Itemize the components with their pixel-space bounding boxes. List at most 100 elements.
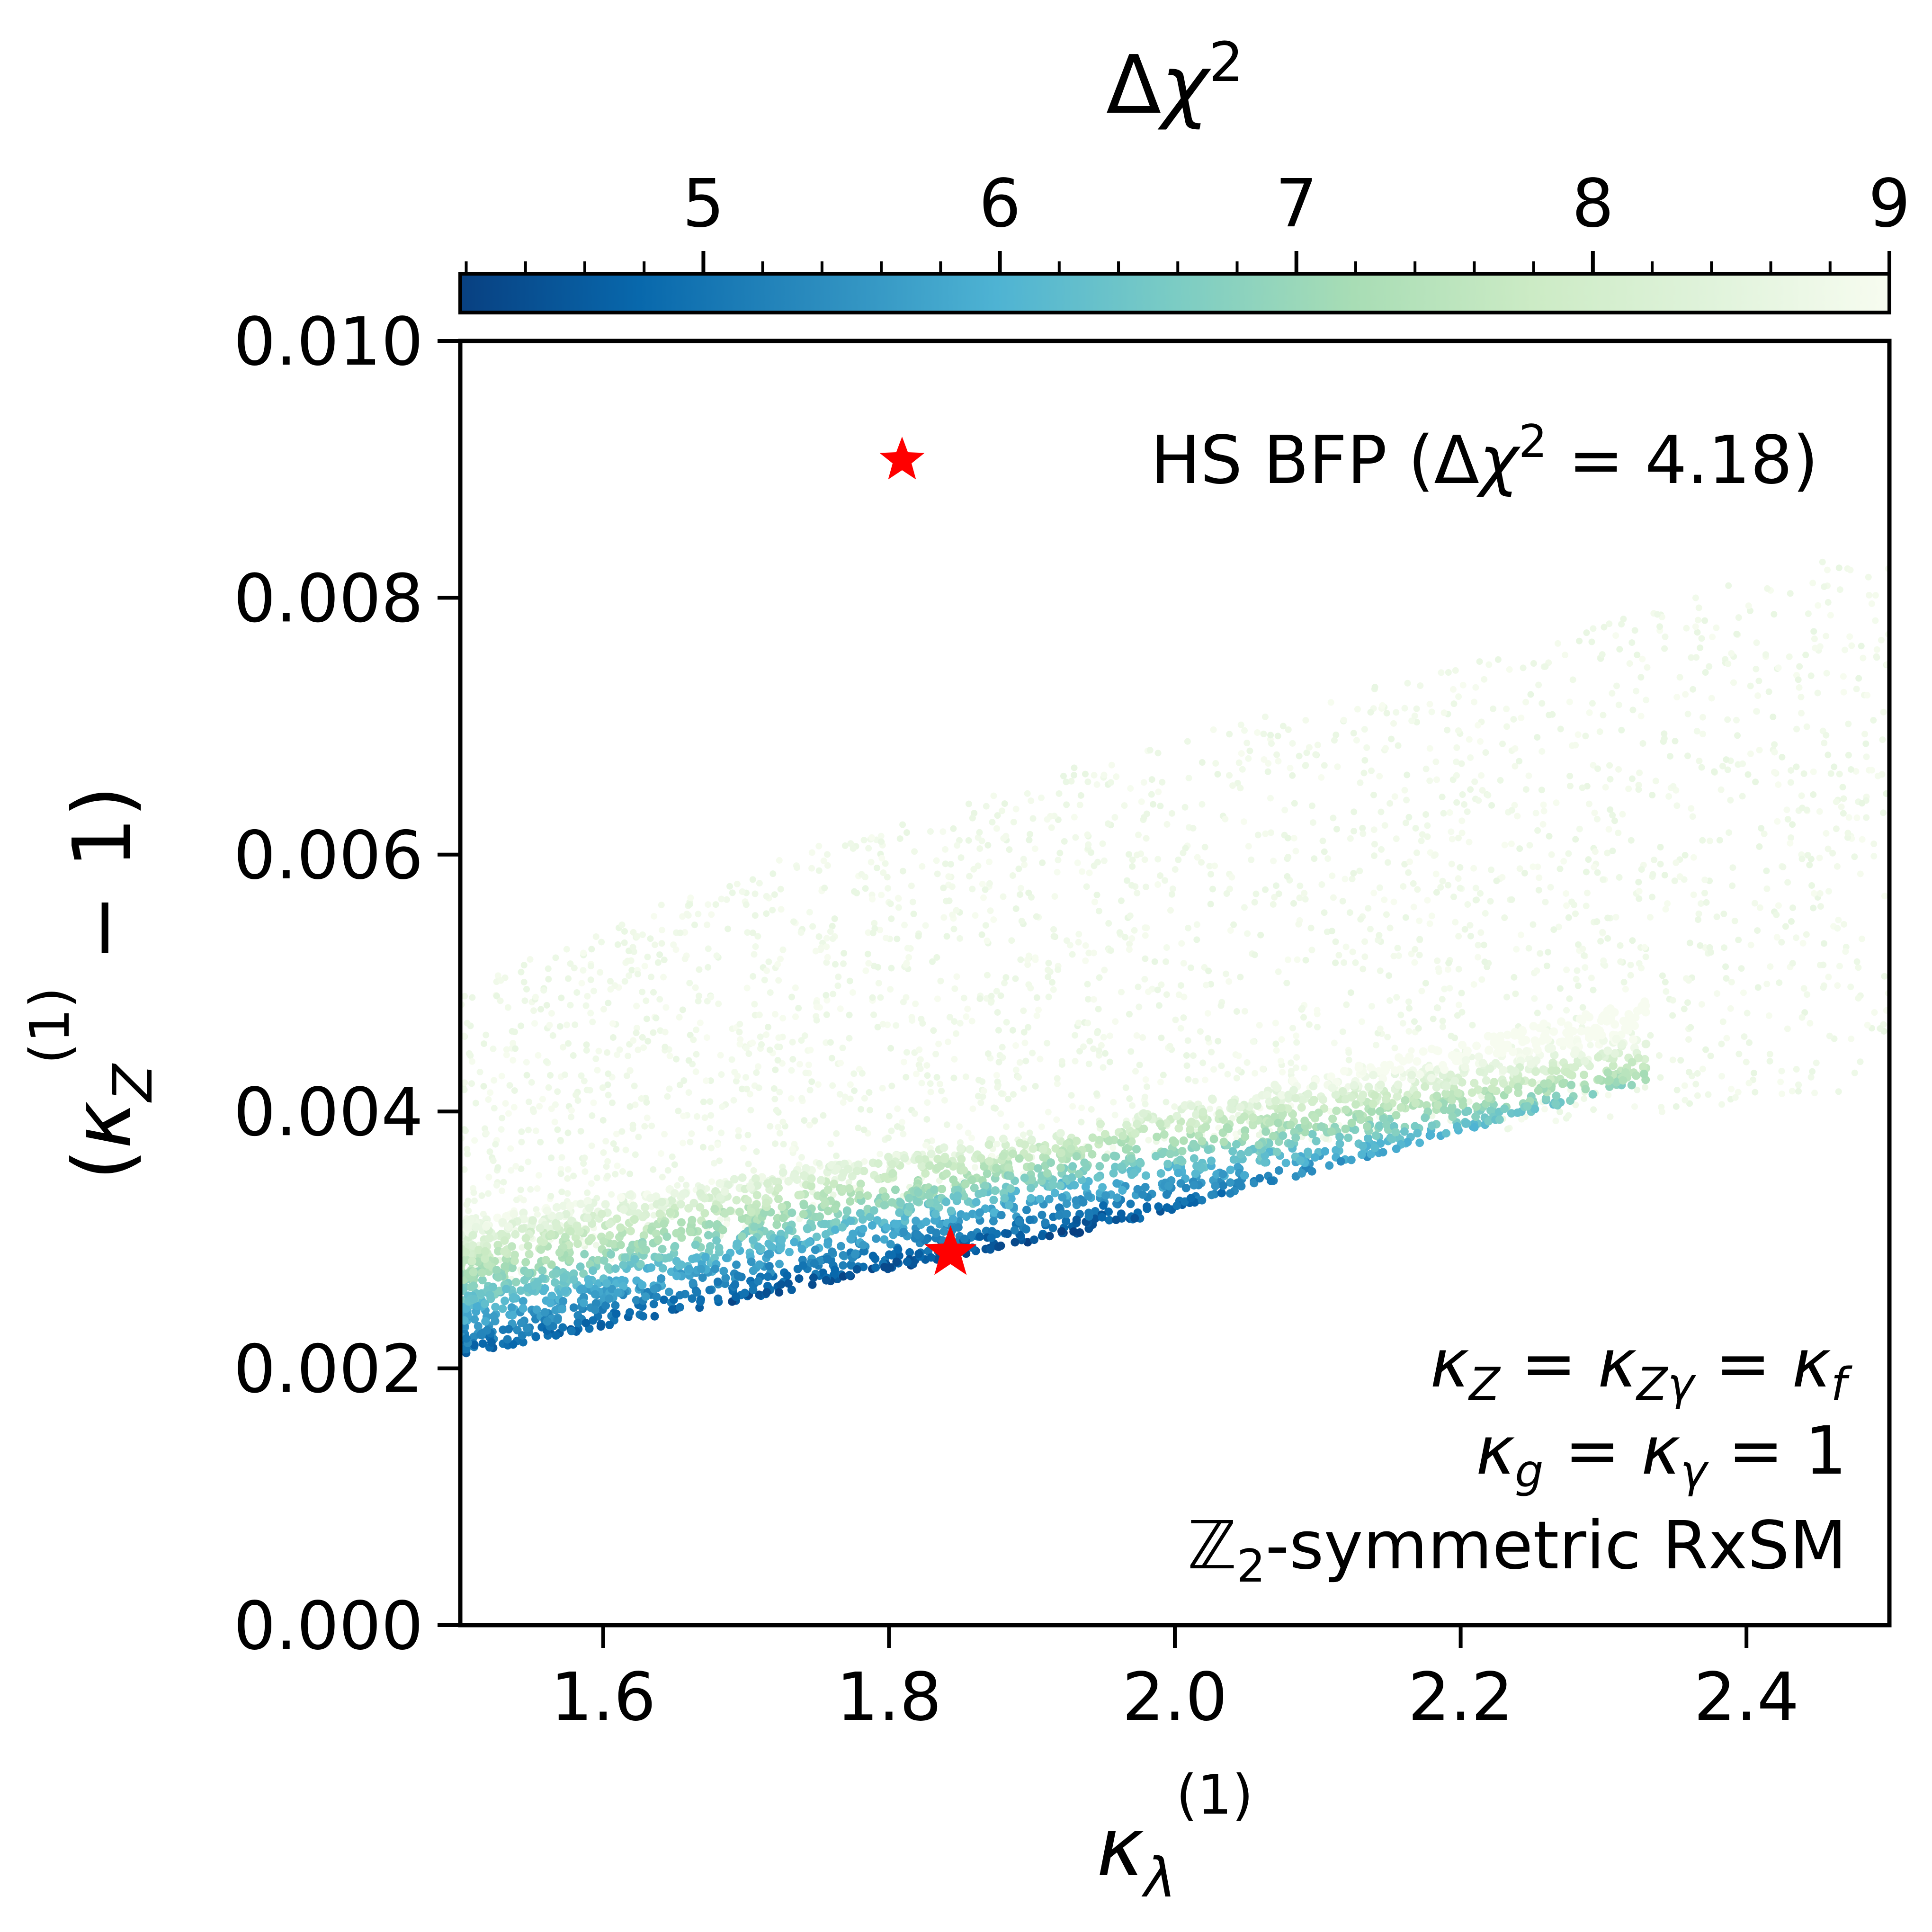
scatter-point bbox=[1820, 940, 1827, 947]
scatter-point bbox=[1129, 1102, 1136, 1109]
scatter-point bbox=[1618, 726, 1625, 733]
scatter-point bbox=[1434, 1004, 1441, 1011]
scatter-point bbox=[1809, 1068, 1816, 1075]
scatter-point bbox=[953, 1030, 960, 1037]
scatter-point bbox=[987, 1234, 996, 1243]
scatter-point bbox=[853, 889, 860, 896]
scatter-point bbox=[564, 1129, 572, 1136]
scatter-point bbox=[633, 1002, 640, 1010]
scatter-point bbox=[629, 1125, 636, 1132]
scatter-point bbox=[653, 1014, 660, 1021]
scatter-point bbox=[851, 1087, 858, 1094]
scatter-point bbox=[1201, 843, 1208, 850]
scatter-point bbox=[1229, 1115, 1236, 1122]
scatter-point bbox=[476, 1068, 483, 1075]
scatter-point bbox=[1540, 801, 1547, 808]
scatter-point bbox=[1541, 1094, 1550, 1103]
scatter-point bbox=[1256, 1022, 1263, 1029]
scatter-point bbox=[1314, 742, 1321, 749]
scatter-point bbox=[1036, 1195, 1045, 1204]
scatter-point bbox=[993, 825, 1000, 832]
scatter-point bbox=[1672, 738, 1679, 745]
scatter-point bbox=[658, 927, 665, 934]
scatter-point bbox=[861, 874, 868, 881]
scatter-point bbox=[567, 1326, 576, 1335]
scatter-point bbox=[1693, 654, 1700, 661]
scatter-point bbox=[1639, 655, 1646, 662]
scatter-point bbox=[1306, 1021, 1313, 1028]
scatter-point bbox=[824, 954, 831, 961]
scatter-point bbox=[1432, 851, 1439, 859]
scatter-point bbox=[734, 1073, 741, 1080]
scatter-point bbox=[1241, 727, 1248, 734]
scatter-point bbox=[1146, 747, 1154, 754]
scatter-point bbox=[1241, 1008, 1248, 1015]
scatter-point bbox=[1032, 956, 1039, 963]
scatter-point bbox=[1015, 1217, 1024, 1226]
scatter-point bbox=[1382, 1120, 1391, 1129]
scatter-point bbox=[1590, 625, 1597, 632]
scatter-point bbox=[990, 792, 997, 799]
scatter-point bbox=[619, 1205, 628, 1214]
scatter-point bbox=[1821, 740, 1828, 747]
scatter-point bbox=[1288, 1109, 1297, 1118]
scatter-point bbox=[1283, 979, 1290, 986]
scatter-point bbox=[1063, 937, 1070, 944]
scatter-point bbox=[1262, 886, 1269, 893]
scatter-point bbox=[1746, 607, 1753, 614]
scatter-point bbox=[999, 807, 1006, 814]
scatter-point bbox=[832, 1164, 841, 1173]
scatter-point bbox=[1269, 1132, 1278, 1141]
scatter-point bbox=[1673, 694, 1681, 701]
scatter-point bbox=[1265, 760, 1272, 767]
scatter-point bbox=[1461, 1056, 1470, 1065]
scatter-point bbox=[1800, 770, 1807, 777]
scatter-point bbox=[1572, 836, 1579, 843]
scatter-point bbox=[1470, 1123, 1479, 1132]
scatter-point bbox=[1467, 921, 1474, 929]
scatter-point bbox=[821, 1230, 830, 1239]
scatter-point bbox=[1132, 1068, 1139, 1075]
scatter-point bbox=[1027, 984, 1034, 992]
scatter-point bbox=[1723, 756, 1730, 763]
scatter-point bbox=[1017, 891, 1024, 898]
scatter-point bbox=[1105, 920, 1112, 927]
scatter-point bbox=[1002, 974, 1010, 981]
scatter-point bbox=[1642, 953, 1649, 960]
scatter-point bbox=[1448, 1032, 1455, 1039]
scatter-point bbox=[953, 907, 960, 914]
scatter-point bbox=[561, 1287, 570, 1296]
scatter-point bbox=[1255, 1131, 1262, 1138]
scatter-point bbox=[612, 1171, 619, 1178]
scatter-point bbox=[816, 1160, 823, 1167]
scatter-point bbox=[873, 864, 880, 871]
scatter-point bbox=[1726, 829, 1733, 836]
scatter-point bbox=[1353, 737, 1360, 744]
scatter-point bbox=[866, 1212, 875, 1221]
scatter-point bbox=[707, 1077, 715, 1084]
scatter-point bbox=[1295, 921, 1302, 928]
scatter-point bbox=[895, 1208, 904, 1217]
scatter-point bbox=[1391, 793, 1398, 800]
scatter-point bbox=[1628, 1058, 1637, 1067]
scatter-point bbox=[1609, 1061, 1618, 1070]
scatter-point bbox=[1845, 814, 1852, 821]
scatter-point bbox=[1001, 800, 1008, 807]
scatter-point bbox=[1452, 667, 1459, 674]
scatter-point bbox=[540, 1308, 549, 1317]
scatter-point bbox=[1779, 1091, 1786, 1098]
scatter-point bbox=[474, 1245, 483, 1254]
scatter-point bbox=[1444, 966, 1451, 973]
scatter-point bbox=[696, 966, 703, 973]
scatter-point bbox=[1488, 866, 1495, 873]
scatter-point bbox=[688, 1130, 695, 1137]
scatter-point bbox=[1840, 795, 1847, 802]
scatter-point bbox=[969, 1105, 976, 1112]
scatter-point bbox=[590, 987, 597, 994]
scatter-point bbox=[1109, 1169, 1118, 1178]
scatter-point bbox=[1358, 1018, 1365, 1025]
scatter-point bbox=[572, 1221, 581, 1230]
scatter-point bbox=[1628, 837, 1635, 844]
scatter-point bbox=[1753, 639, 1760, 646]
scatter-point bbox=[1592, 848, 1599, 855]
